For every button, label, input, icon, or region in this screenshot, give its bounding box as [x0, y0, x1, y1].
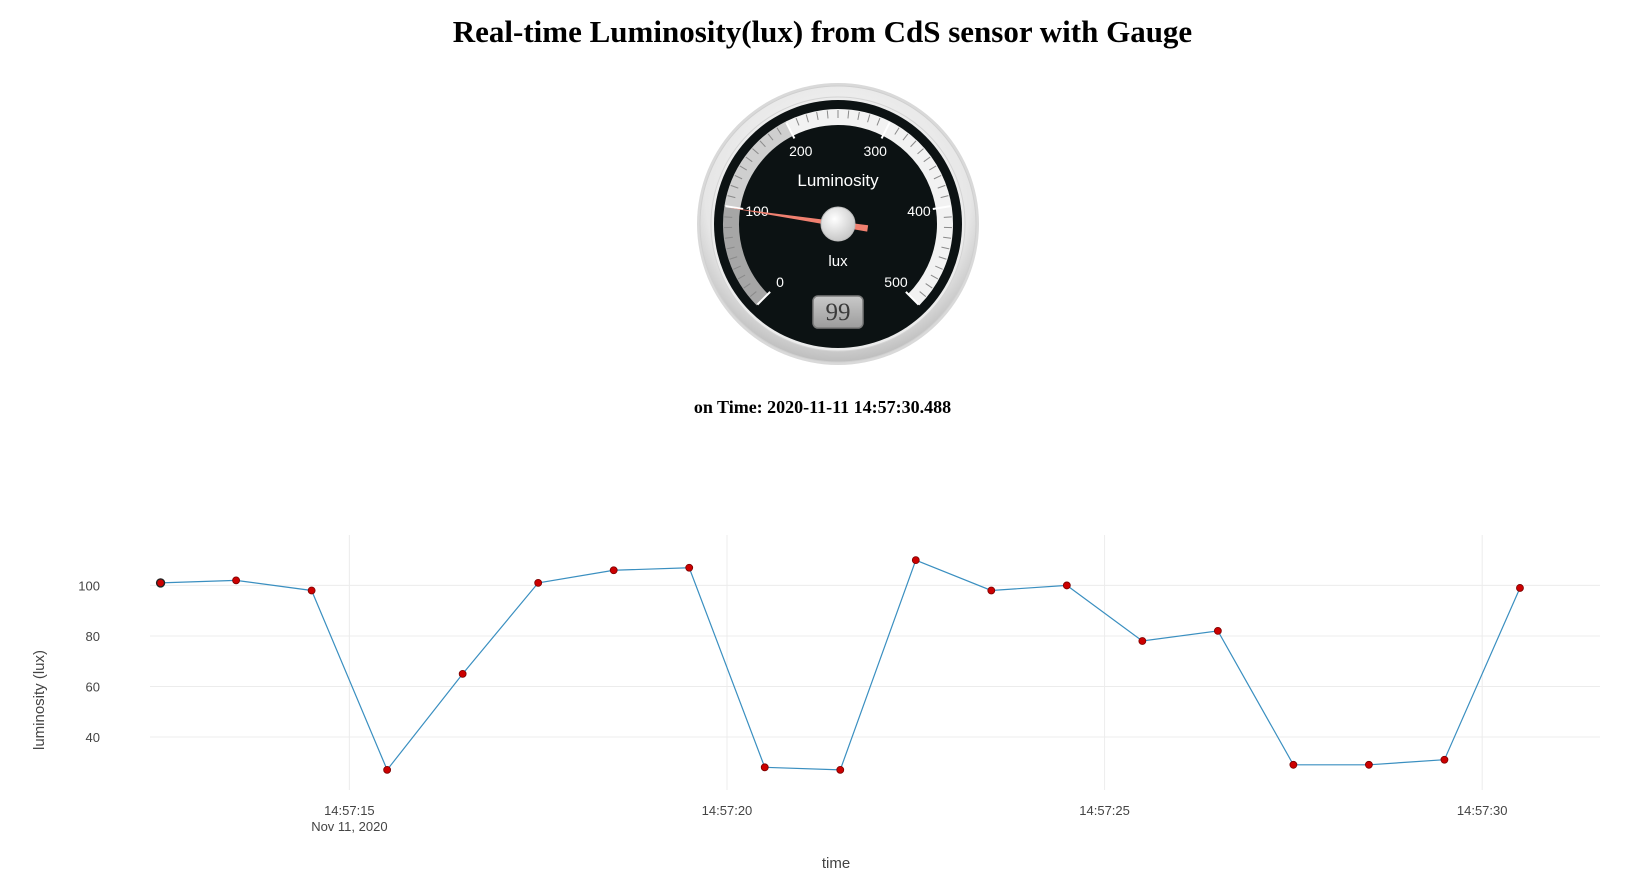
- gauge-minor-tick: [941, 246, 950, 250]
- gauge-minor-tick: [943, 236, 952, 239]
- gauge-minor-tick: [940, 195, 949, 199]
- x-tick-label: 14:57:25: [1079, 803, 1130, 818]
- gauge-minor-tick: [724, 216, 733, 218]
- data-point[interactable]: [1062, 581, 1071, 590]
- data-point[interactable]: [1365, 760, 1373, 769]
- x-tick-date-label: Nov 11, 2020: [311, 819, 387, 834]
- gauge-minor-tick: [937, 184, 946, 189]
- data-point[interactable]: [1289, 760, 1298, 769]
- data-point[interactable]: [987, 586, 996, 595]
- y-tick-label: 100: [78, 578, 100, 593]
- gauge-minor-tick: [729, 256, 738, 260]
- gauge-minor-tick: [857, 111, 860, 120]
- gauge-tick-label: 0: [776, 274, 784, 290]
- update-time-label: on Time: 2020-11-11 14:57:30.488: [693, 397, 952, 417]
- gauge-minor-tick: [724, 236, 733, 239]
- gauge-minor-tick: [847, 110, 850, 119]
- gauge-minor-tick: [925, 283, 933, 289]
- gauge-needle-cap: [820, 206, 856, 242]
- gauge-minor-tick: [737, 274, 746, 280]
- gauge-tick-label: 100: [745, 203, 769, 219]
- gauge-tick-label: 300: [864, 143, 888, 159]
- y-axis-title: luminosity (lux): [31, 650, 48, 750]
- x-tick-label: 14:57:30: [1457, 803, 1508, 818]
- gauge-minor-tick: [730, 184, 739, 189]
- data-point[interactable]: [534, 578, 543, 587]
- gauge-minor-tick: [743, 283, 751, 289]
- data-point[interactable]: [685, 563, 694, 572]
- data-point[interactable]: [155, 578, 166, 588]
- data-point[interactable]: [1213, 626, 1222, 635]
- gauge-minor-tick: [805, 114, 809, 123]
- gauge-minor-tick: [923, 156, 931, 163]
- gauge-tick-label: 200: [789, 143, 813, 159]
- gauge-major-tick: [756, 291, 771, 306]
- page-title: Real-time Luminosity(lux) from CdS senso…: [452, 14, 1193, 49]
- data-point[interactable]: [1440, 755, 1449, 764]
- gauge-value-box: [812, 295, 864, 329]
- data-point[interactable]: [1138, 637, 1147, 645]
- data-point[interactable]: [1516, 584, 1524, 592]
- gauge-minor-tick: [759, 140, 766, 148]
- gauge-minor-tick: [910, 140, 917, 148]
- gauge-major-tick: [785, 121, 796, 139]
- gauge-minor-tick: [894, 127, 900, 135]
- data-point[interactable]: [458, 669, 467, 678]
- gauge-minor-tick: [826, 110, 829, 119]
- y-tick-label: 40: [86, 730, 100, 745]
- gauge-value-display: 99: [826, 299, 851, 326]
- gauge-major-tick: [932, 205, 951, 210]
- data-point[interactable]: [383, 765, 392, 774]
- gauge-minor-tick: [776, 127, 782, 135]
- gauge-minor-tick: [767, 133, 774, 141]
- gauge-minor-tick: [876, 117, 881, 126]
- y-tick-label: 60: [86, 679, 100, 694]
- gauge-minor-tick: [734, 175, 743, 180]
- gauge-minor-tick: [752, 148, 759, 155]
- gauge-minor-tick: [928, 165, 937, 171]
- x-tick-label: 14:57:20: [702, 803, 753, 818]
- x-tick-label: 14:57:15: [324, 803, 375, 818]
- gauge-minor-tick: [745, 156, 753, 163]
- gauge-major-tick: [725, 205, 744, 210]
- gauge-minor-tick: [733, 265, 741, 270]
- gauge-minor-tick: [943, 216, 952, 218]
- data-point[interactable]: [307, 586, 316, 595]
- luminosity-gauge: 0 100 200 300 400 500 Luminosity lux 99: [697, 83, 979, 365]
- luminosity-series-line: [160, 559, 1521, 772]
- gauge-minor-tick: [938, 256, 947, 260]
- data-point[interactable]: [232, 576, 240, 585]
- gauge-units: lux: [828, 253, 848, 270]
- gauge-minor-tick: [727, 195, 736, 199]
- gauge-minor-tick: [795, 117, 800, 126]
- data-point[interactable]: [836, 765, 845, 774]
- gauge-minor-tick: [917, 148, 924, 155]
- gauge-title: Luminosity: [797, 171, 879, 190]
- gauge-minor-tick: [749, 291, 757, 298]
- gauge-minor-tick: [739, 165, 748, 171]
- y-tick-label: 80: [86, 629, 100, 644]
- gauge-minor-tick: [935, 265, 943, 270]
- gauge-tick-label: 400: [907, 203, 931, 219]
- data-point[interactable]: [911, 556, 920, 565]
- gauge-minor-tick: [867, 114, 871, 123]
- x-axis-title: time: [822, 855, 850, 872]
- gauge-major-tick: [880, 121, 891, 139]
- gauge-tick-label: 500: [884, 274, 908, 290]
- gauge-minor-tick: [933, 175, 942, 180]
- gauge-minor-tick: [919, 291, 927, 298]
- gauge-minor-tick: [902, 133, 909, 141]
- gauge-major-tick: [905, 291, 920, 306]
- gauge-minor-tick: [726, 246, 735, 250]
- data-point[interactable]: [609, 566, 618, 575]
- gauge-minor-tick: [816, 111, 819, 120]
- data-point[interactable]: [760, 763, 769, 772]
- gauge-minor-tick: [930, 274, 939, 280]
